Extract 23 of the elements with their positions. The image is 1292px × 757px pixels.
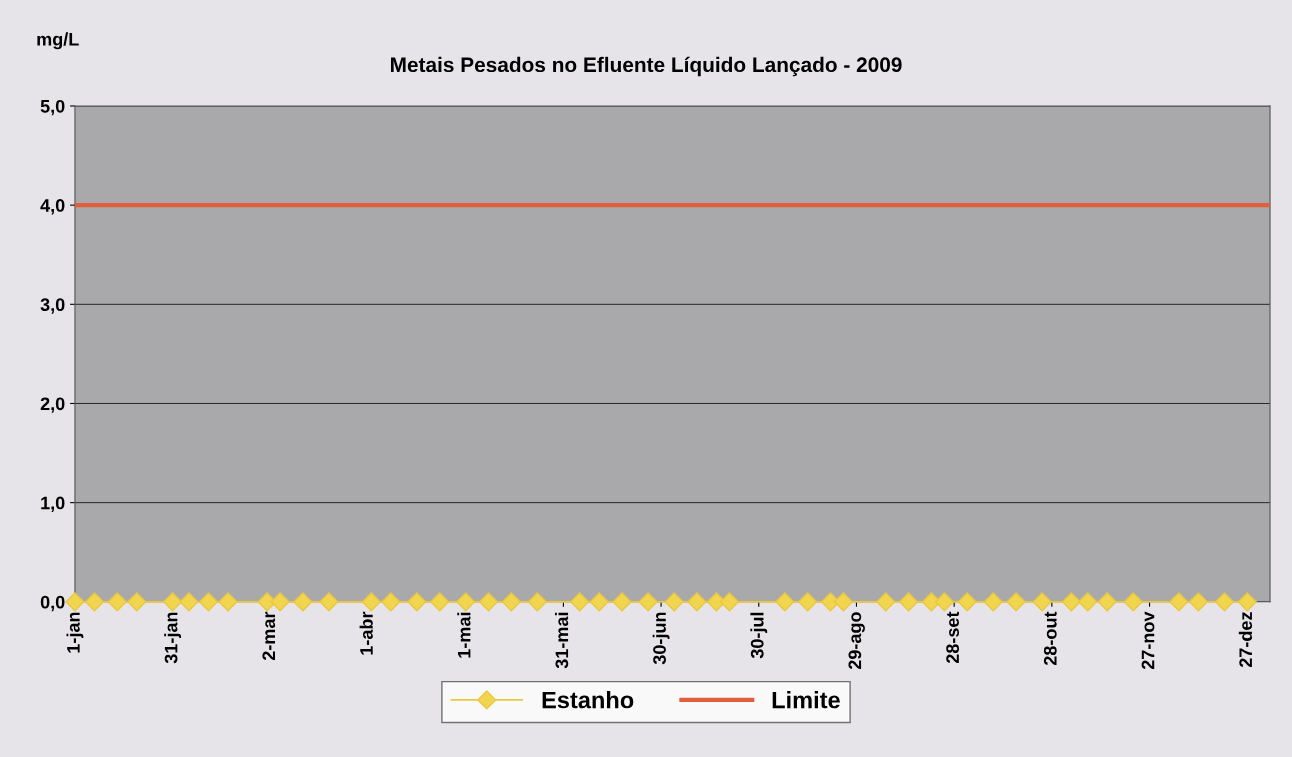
y-tick-label: 2,0	[40, 397, 65, 413]
x-tick-label: 1-jan	[66, 612, 84, 653]
y-axis-title: mg/L	[37, 32, 79, 50]
y-tick-label: 3,0	[40, 298, 65, 314]
x-tick-label: 31-jan	[164, 612, 182, 664]
y-tick-label: 0,0	[40, 595, 65, 612]
x-tick-label: 2-mar	[262, 611, 276, 661]
x-tick-label: 30-jul	[750, 612, 768, 659]
legend-label: Estanho	[542, 691, 634, 709]
x-tick-label: 1-mai	[457, 612, 471, 658]
x-tick-label: 1-abr	[359, 611, 373, 655]
x-tick-label: 28-set	[946, 611, 960, 664]
y-tick-label: 5,0	[40, 99, 65, 116]
x-tick-label: 31-mai	[554, 612, 569, 669]
x-tick-label: 27-dez	[1238, 612, 1253, 668]
chart-title: Metais Pesados no Efluente Líquido Lançado - 2009	[391, 56, 902, 77]
x-tick-label: 30-jun	[652, 612, 670, 665]
x-tick-label: 27-nov	[1141, 611, 1155, 670]
x-tick-label: 29-ago	[848, 612, 865, 670]
legend-label: Limite	[772, 691, 840, 709]
y-tick-label: 1,0	[41, 496, 65, 512]
x-tick-label: 28-out	[1043, 611, 1057, 666]
y-tick-label: 4,0	[40, 199, 65, 215]
